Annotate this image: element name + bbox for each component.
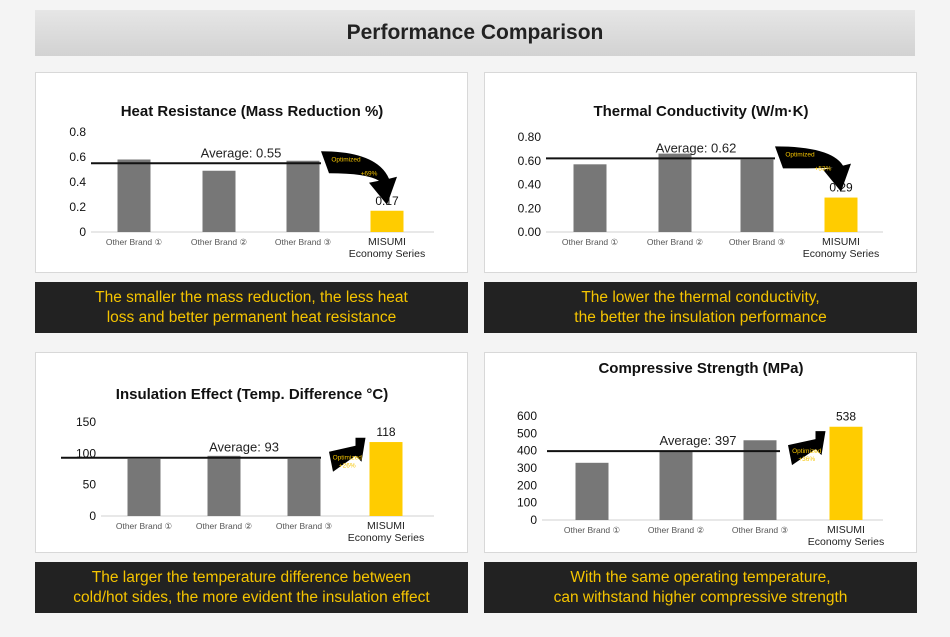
chart-title: Thermal Conductivity (W/m·K) (593, 103, 808, 120)
bar-other-brand-2 (202, 170, 236, 232)
y-tick-label: 0 (530, 513, 537, 527)
y-tick-label: 0.6 (69, 150, 86, 164)
x-category-label: Other Brand ② (648, 525, 705, 535)
x-category-label: Other Brand ③ (276, 521, 333, 531)
y-tick-label: 150 (76, 415, 96, 429)
bar-other-brand-3 (287, 458, 321, 516)
annotation-change: +69% (361, 170, 378, 177)
average-label: Average: 93 (209, 440, 279, 455)
y-tick-label: 0.60 (518, 154, 542, 168)
x-category-label: Economy Series (803, 248, 879, 260)
caption-insulation-effect: The larger the temperature difference be… (35, 562, 468, 613)
bar-other-brand-1 (117, 159, 151, 232)
bar-other-brand-1 (575, 462, 609, 520)
chart-title: Heat Resistance (Mass Reduction %) (121, 103, 384, 120)
bar-other-brand-3 (740, 159, 774, 232)
x-category-label: Other Brand ② (647, 237, 704, 247)
chart-panel-compressive-strength: Compressive Strength (MPa) 0 100 200 300 400 5… (484, 352, 917, 553)
y-tick-label: 0.80 (518, 130, 542, 144)
x-category-label: Other Brand ① (562, 237, 619, 247)
x-category-label: Other Brand ③ (732, 525, 789, 535)
chart-title: Insulation Effect (Temp. Difference °C) (116, 386, 388, 403)
bar-misumi (829, 426, 863, 520)
x-category-label: MISUMI (367, 520, 405, 532)
x-category-label: Other Brand ① (564, 525, 621, 535)
bar-misumi (369, 442, 403, 516)
annotation-change: +26% (339, 463, 356, 470)
x-category-label: Economy Series (348, 532, 424, 544)
chart-title: Compressive Strength (MPa) (598, 360, 803, 377)
y-tick-label: 300 (517, 461, 537, 475)
annotation-text: Optimized (785, 151, 815, 158)
optimized-arrow-icon (775, 146, 851, 192)
bar-other-brand-1 (127, 458, 161, 516)
x-category-label: MISUMI (368, 236, 406, 248)
bar-misumi (370, 210, 404, 232)
data-label-misumi: 118 (376, 425, 395, 439)
annotation-text: Optimized (331, 156, 361, 163)
y-tick-label: 0.40 (518, 178, 542, 192)
x-category-label: Other Brand ② (191, 237, 248, 247)
y-tick-label: 600 (517, 409, 537, 423)
chart-panel-heat-resistance: Heat Resistance (Mass Reduction %) 0 0.2 0.… (35, 72, 468, 273)
bar-other-brand-3 (286, 160, 320, 232)
chart-panel-thermal-conductivity: Thermal Conductivity (W/m·K) 0.00 0.20 0.40… (484, 72, 917, 273)
y-tick-label: 0.4 (69, 175, 86, 189)
y-tick-label: 50 (83, 478, 97, 492)
bar-misumi (824, 197, 858, 232)
caption-compressive-strength: With the same operating temperature, can… (484, 562, 917, 613)
annotation-text: Optimized (792, 448, 822, 455)
y-tick-label: 0 (89, 509, 96, 523)
optimized-arrow-icon (321, 151, 397, 205)
chart-panel-insulation-effect: Insulation Effect (Temp. Difference °C) 0… (35, 352, 468, 553)
caption-heat-resistance: The smaller the mass reduction, the less… (35, 282, 468, 333)
x-category-label: MISUMI (822, 236, 860, 248)
x-category-label: Other Brand ① (116, 521, 173, 531)
average-label: Average: 0.55 (201, 145, 282, 160)
bar-other-brand-2 (207, 455, 241, 516)
caption-thermal-conductivity: The lower the thermal conductivity, the … (484, 282, 917, 333)
data-label-misumi: 538 (836, 410, 856, 424)
x-category-label: Other Brand ② (196, 521, 253, 531)
annotation-change: +36% (798, 456, 815, 463)
y-tick-label: 100 (517, 496, 537, 510)
x-category-label: Other Brand ③ (729, 237, 786, 247)
y-tick-label: 0 (79, 225, 86, 239)
x-category-label: MISUMI (827, 524, 865, 536)
y-tick-label: 0.20 (518, 201, 542, 215)
y-tick-label: 0.8 (69, 125, 86, 139)
annotation-change: +53% (815, 165, 832, 172)
y-tick-label: 0.00 (518, 225, 542, 239)
annotation-text: Optimized (333, 455, 363, 462)
bar-other-brand-2 (659, 450, 693, 520)
page-title: Performance Comparison (35, 10, 915, 56)
bar-other-brand-2 (658, 153, 692, 232)
y-tick-label: 400 (517, 444, 537, 458)
x-category-label: Economy Series (349, 248, 425, 260)
optimized-arrow-icon (329, 437, 366, 472)
average-label: Average: 0.62 (656, 140, 737, 155)
x-category-label: Other Brand ③ (275, 237, 332, 247)
average-label: Average: 397 (659, 433, 736, 448)
x-category-label: Other Brand ① (106, 237, 163, 247)
bar-other-brand-1 (573, 164, 607, 232)
y-tick-label: 200 (517, 478, 537, 492)
y-tick-label: 0.2 (69, 200, 86, 214)
y-tick-label: 500 (517, 426, 537, 440)
optimized-arrow-icon (788, 431, 826, 466)
x-category-label: Economy Series (808, 536, 884, 548)
bar-other-brand-3 (743, 440, 777, 520)
